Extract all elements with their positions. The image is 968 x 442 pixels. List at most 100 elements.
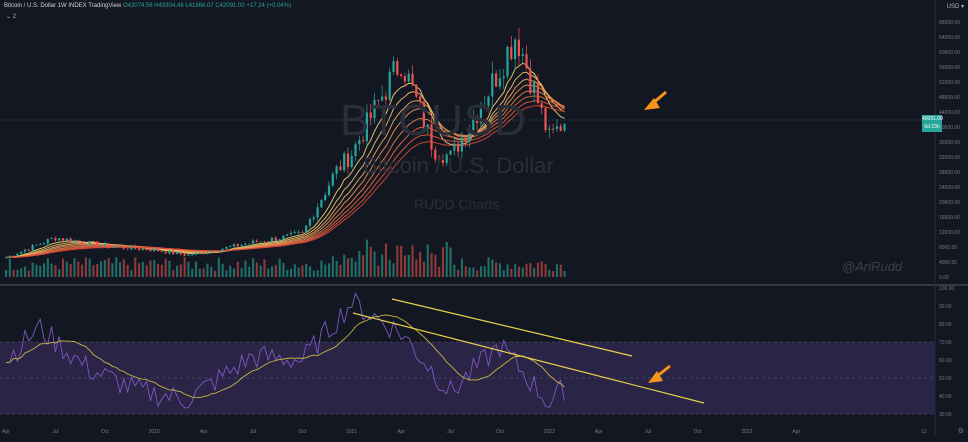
volume-bar [460,258,463,277]
currency-select[interactable]: USD ▾ [946,4,964,10]
volume-bar [498,263,501,277]
volume-bar [339,264,342,277]
volume-bar [445,242,448,277]
volume-bar [479,266,482,277]
volume-bar [396,245,399,277]
volume-bar [548,269,551,277]
volume-bar [96,264,99,277]
volume-bar [529,263,532,277]
candle-body [495,73,498,87]
symbol-label[interactable]: Bitcoin / U.S. Dollar 1W INDEX TradingVi… [4,3,122,9]
volume-bar [422,261,425,277]
volume-bar [331,256,334,277]
candle-body [23,249,27,252]
volume-bar [119,262,122,277]
price-axis-tick: 0.00 [939,275,949,281]
volume-bar [483,266,486,277]
candle-body [377,100,380,101]
volume-bar [141,261,144,277]
candle-body [282,235,285,240]
candle-body [232,243,236,247]
volume-bar [111,263,114,277]
candle-body [191,254,194,256]
candle-body [327,185,331,195]
candle-body [42,243,46,245]
candle-body [559,126,562,131]
time-axis-tick: Jul [645,429,651,435]
candle-body [259,241,262,243]
volume-bar [50,263,53,277]
candle-body [346,153,350,167]
candle-body [194,252,198,255]
candle-body [350,156,353,167]
candle-body [422,101,425,129]
candle-body [373,100,376,119]
candle-body [31,245,34,251]
study-collapse-toggle[interactable]: ⌄ 2 [6,14,17,20]
volume-bar [81,264,84,277]
volume-bar [324,264,327,277]
price-axis-tick: 20000.00 [939,200,960,206]
time-axis-tick: Apr [595,429,603,435]
volume-bar [31,262,34,277]
volume-bar [267,268,270,277]
price-axis-tick: 28000.00 [939,170,960,176]
price-axis-tick: 44000.00 [939,110,960,116]
volume-bar [536,262,539,277]
volume-bar [27,270,30,277]
volume-bar [540,261,543,277]
candle-body [35,244,38,246]
candle-body [316,207,319,218]
volume-bar [103,260,106,277]
volume-bar [210,266,213,277]
candle-body [69,238,72,243]
candle-body [160,251,163,252]
volume-bar [157,264,160,277]
time-axis-tick: Apr [397,429,405,435]
candle-body [73,240,76,243]
watermark-description: Bitcoin / U.S. Dollar [363,153,554,178]
candle-body [80,241,84,244]
candle-body [244,244,247,245]
price-axis-tick: 64000.00 [939,35,960,41]
volume-bar [415,259,418,277]
volume-bar [510,268,513,277]
rsi-line [5,292,565,409]
ribbon-line [5,95,565,258]
volume-bar [62,258,65,277]
time-axis-tick: 2021 [346,429,357,435]
trendline-lower[interactable] [352,312,705,404]
volume-bar [305,263,308,277]
volume-bar [274,265,277,277]
volume-bar [392,263,395,277]
volume-bar [84,257,87,277]
volume-bar [229,265,232,277]
volume-bar [407,255,410,277]
volume-bar [373,251,376,277]
candle-body [343,153,346,171]
trendline-upper[interactable] [391,298,633,357]
candle-body [438,159,441,161]
candle-body [308,219,312,226]
candle-body [156,248,160,252]
time-axis-tick: Jul [447,429,453,435]
volume-bar [115,257,118,277]
volume-bar [77,261,80,277]
volume-bar [160,264,163,277]
candle-body [12,255,15,257]
watermark-brand: RUDD Charts [414,196,500,212]
ma-ribbon [5,62,565,258]
volume-bar [464,266,467,277]
candle-body [61,238,65,241]
volume-bar [502,270,505,277]
gear-icon[interactable]: ⚙ [957,428,964,435]
volume-bar [552,271,555,277]
volume-bar [20,268,23,277]
time-axis-tick: Oct [694,429,702,435]
volume-bar [134,257,137,277]
candle-body [137,248,141,250]
volume-bar [301,265,304,277]
candle-body [517,39,520,57]
